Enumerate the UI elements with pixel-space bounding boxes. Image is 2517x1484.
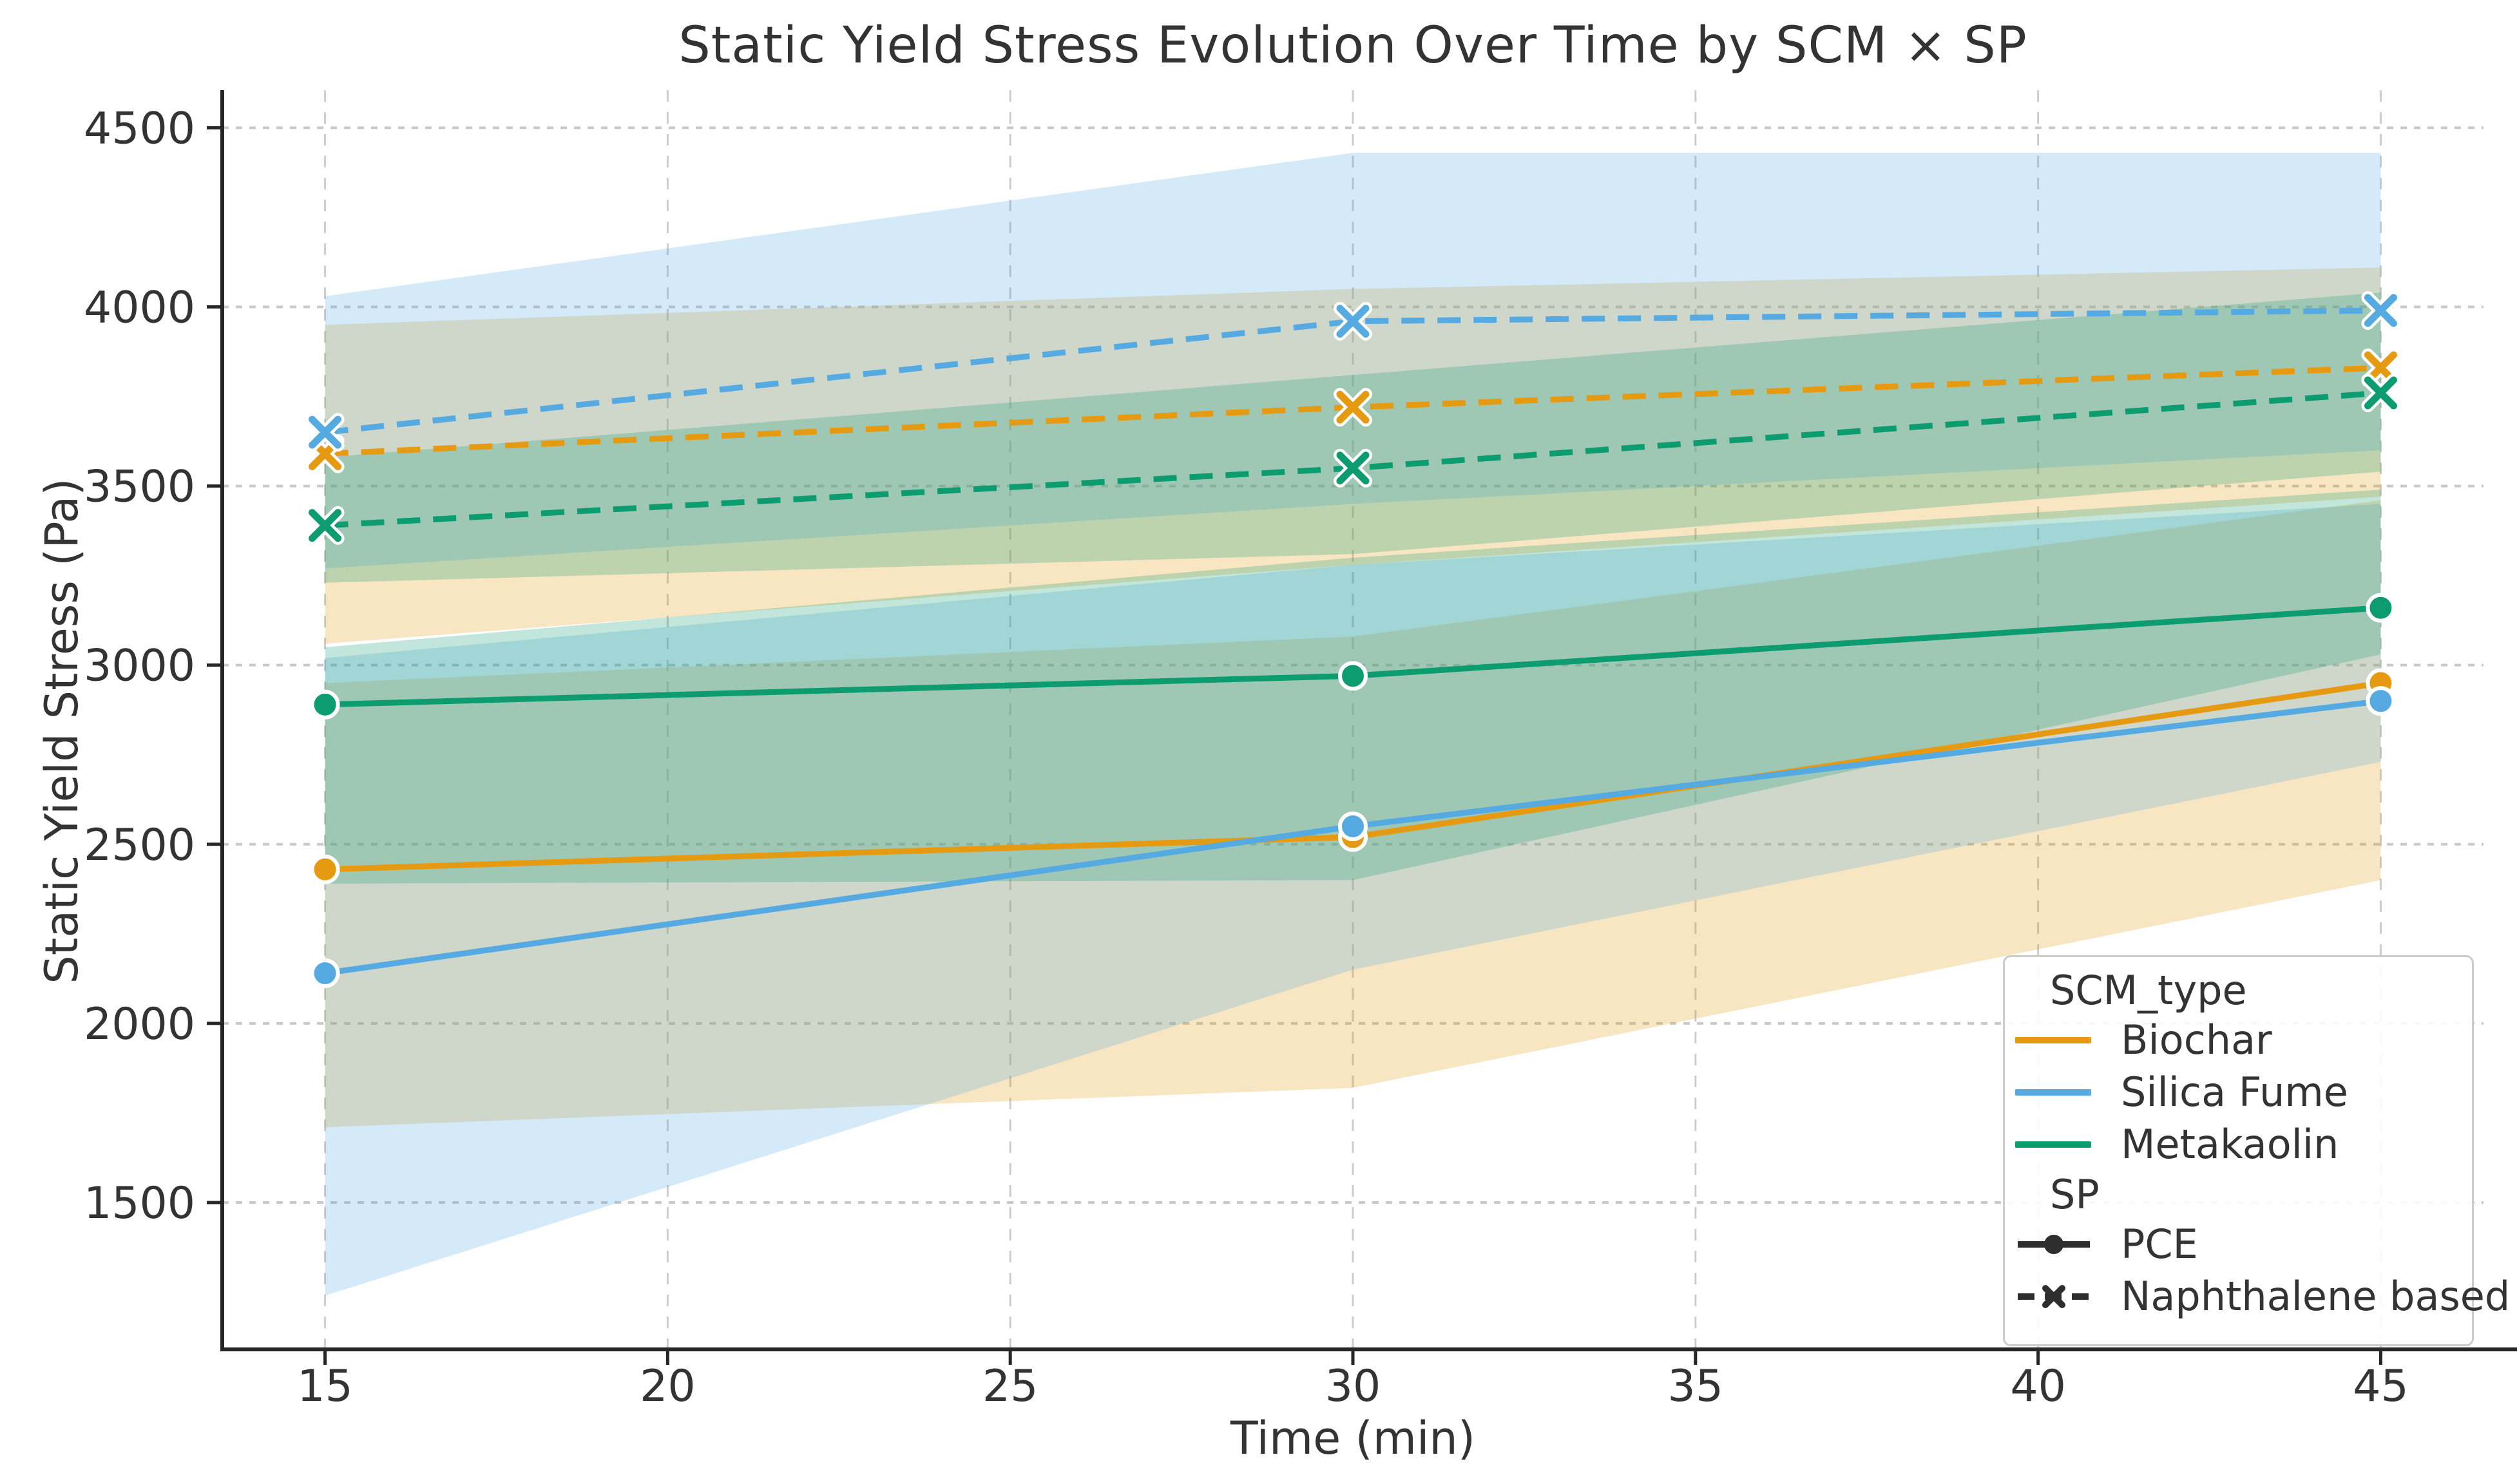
marker-circle <box>1338 661 1368 691</box>
band-biochar-naphthalene <box>325 267 2381 644</box>
legend-item-metakaolin: Metakaolin <box>2005 1118 2472 1170</box>
legend-item-silica-fume: Silica Fume <box>2005 1066 2472 1118</box>
legend-handle-icon <box>2015 1021 2092 1060</box>
legend-item-label: Biochar <box>2121 1016 2272 1063</box>
chart-title: Static Yield Stress Evolution Over Time … <box>678 17 2027 75</box>
legend-item-biochar: Biochar <box>2005 1014 2472 1066</box>
marker-x <box>2364 294 2397 327</box>
x-tick-label: 30 <box>1325 1361 1381 1412</box>
y-axis-label: Static Yield Stress (Pa) <box>35 478 88 984</box>
y-tick-label: 2000 <box>84 999 195 1050</box>
marker-x <box>1336 305 1370 338</box>
marker-circle <box>2366 686 2396 716</box>
marker-circle <box>310 689 340 719</box>
legend-item-pce: PCE <box>2005 1218 2472 1270</box>
legend-item-label: Metakaolin <box>2121 1121 2339 1168</box>
legend-handle-icon <box>2015 1225 2092 1264</box>
legend-item-label: Naphthalene based <box>2121 1273 2511 1320</box>
legend: SCM_type Biochar Silica Fume Metakaolin SP PC… <box>2003 955 2510 1346</box>
marker-circle <box>2366 593 2396 623</box>
y-tick-label: 3500 <box>84 462 195 513</box>
legend-item-label: Silica Fume <box>2121 1069 2348 1116</box>
series-lines <box>305 291 2400 989</box>
marker-x <box>309 415 342 449</box>
legend-group-title: SP <box>2050 1170 2100 1218</box>
legend-handle-icon <box>2015 1073 2092 1112</box>
legend-pce-line-icon <box>2018 1234 2090 1254</box>
band-metakaolin-naphthalene <box>325 292 2381 583</box>
x-tick-label: 45 <box>2353 1361 2409 1412</box>
x-axis-label: Time (min) <box>1230 1412 1476 1465</box>
legend-color-swatch-icon <box>2015 1141 2091 1148</box>
marker-x <box>1336 452 1370 485</box>
marker-circle <box>310 958 340 989</box>
x-tick-label: 40 <box>2010 1361 2066 1412</box>
band-silica-fume-naphthalene <box>325 153 2381 569</box>
marker-circle <box>1338 811 1368 841</box>
legend-item-label: PCE <box>2121 1221 2198 1268</box>
x-tick-label: 35 <box>1668 1361 1724 1412</box>
marker-x <box>309 509 342 542</box>
x-tick-label: 20 <box>640 1361 696 1412</box>
legend-color-swatch-icon <box>2015 1089 2091 1096</box>
y-tick-label: 4000 <box>84 282 195 333</box>
marker-circle <box>310 854 340 884</box>
legend-group-title: SCM_type <box>2050 966 2247 1014</box>
marker-x <box>1336 390 1370 424</box>
y-tick-label: 1500 <box>84 1178 195 1229</box>
line-silica-fume-naphthalene <box>325 307 2381 435</box>
legend-handle-icon <box>2015 1125 2092 1164</box>
axes: 1500 2000 2500 3000 3500 4000 4500 15 20 25 30 35 40… <box>84 90 2517 1412</box>
marker-x <box>2364 376 2397 410</box>
legend-color-swatch-icon <box>2015 1036 2091 1043</box>
band-silica-fume-pce <box>325 504 2381 1296</box>
legend-naphthalene-line-icon <box>2018 1284 2090 1308</box>
x-tick-label: 25 <box>982 1361 1038 1412</box>
legend-item-naphthalene-based: Naphthalene based <box>2005 1270 2510 1322</box>
y-tick-label: 2500 <box>84 820 195 871</box>
y-tick-label: 3000 <box>84 641 195 692</box>
legend-handle-icon <box>2015 1277 2092 1316</box>
x-tick-label: 15 <box>297 1361 353 1412</box>
y-tick-label: 4500 <box>84 103 195 154</box>
